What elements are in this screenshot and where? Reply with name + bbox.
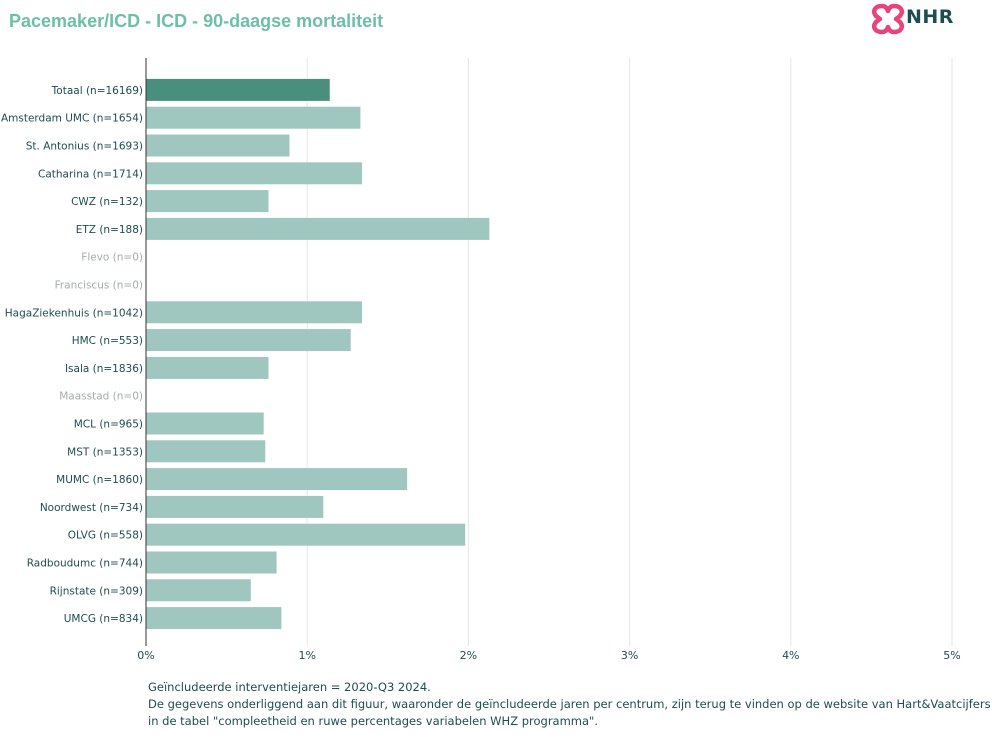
category-label: Totaal (n=16169) (51, 85, 143, 97)
category-label: UMCG (n=834) (64, 613, 143, 625)
footnote-line-3: in de tabel "compleetheid en ruwe percen… (148, 714, 599, 728)
category-label: Maasstad (n=0) (59, 391, 143, 403)
bar-center[interactable] (146, 329, 351, 352)
bar-center[interactable] (146, 412, 264, 435)
x-tick-label: 3% (621, 649, 638, 662)
bar-center[interactable] (146, 468, 408, 491)
category-label: HagaZiekenhuis (n=1042) (5, 307, 143, 319)
logo-text: NHR (906, 6, 954, 28)
nhr-logo-icon (872, 3, 904, 35)
category-label: ETZ (n=188) (76, 224, 143, 236)
footnote: Geïncludeerde interventiejaren = 2020-Q3… (148, 679, 991, 730)
category-label: Radboudumc (n=744) (27, 558, 143, 570)
bar-total[interactable] (146, 78, 330, 101)
bar-center[interactable] (146, 356, 269, 379)
bar-center[interactable] (146, 217, 490, 240)
x-tick-label: 1% (298, 649, 315, 662)
page-title: Pacemaker/ICD - ICD - 90-daagse mortalit… (9, 11, 384, 31)
category-label: Catharina (n=1714) (38, 168, 143, 180)
category-label: Rijnstate (n=309) (50, 585, 143, 597)
category-label: MCL (n=965) (74, 419, 143, 431)
bar-center[interactable] (146, 440, 266, 463)
bar-center[interactable] (146, 190, 269, 213)
bar-center[interactable] (146, 106, 361, 129)
category-labels: Totaal (n=16169) Amsterdam UMC (n=1654) St… (1, 85, 143, 625)
category-label: Amsterdam UMC (n=1654) (1, 113, 143, 125)
category-label: St. Antonius (n=1693) (26, 141, 143, 153)
category-label: MUMC (n=1860) (56, 474, 143, 486)
category-label: MST (n=1353) (67, 446, 143, 458)
x-tick-label: 2% (460, 649, 477, 662)
bar-center[interactable] (146, 134, 290, 157)
x-tick-label: 0% (137, 649, 154, 662)
footnote-line-2: De gegevens onderliggend aan dit figuur,… (148, 697, 991, 711)
category-label: HMC (n=553) (72, 335, 143, 347)
category-label: CWZ (n=132) (71, 196, 143, 208)
bar-center[interactable] (146, 607, 282, 630)
grid-lines (306, 58, 953, 646)
bar-center[interactable] (146, 495, 324, 518)
bar-center[interactable] (146, 551, 277, 574)
category-label: Flevo (n=0) (81, 252, 143, 264)
footnote-line-1: Geïncludeerde interventiejaren = 2020-Q3… (148, 680, 431, 694)
category-label: OLVG (n=558) (68, 530, 143, 542)
category-label: Isala (n=1836) (65, 363, 143, 375)
bar-center[interactable] (146, 162, 363, 185)
category-label: Franciscus (n=0) (55, 280, 143, 292)
bar-chart: Totaal (n=16169) Amsterdam UMC (n=1654) St… (1, 58, 961, 662)
bar-center[interactable] (146, 523, 466, 546)
x-tick-labels: 0% 1% 2% 3% 4% 5% (137, 649, 960, 662)
bar-center[interactable] (146, 301, 363, 324)
x-tick-label: 4% (782, 649, 799, 662)
bar-center[interactable] (146, 579, 251, 602)
x-tick-label: 5% (943, 649, 960, 662)
category-label: Noordwest (n=734) (40, 502, 143, 514)
bars (146, 78, 490, 630)
